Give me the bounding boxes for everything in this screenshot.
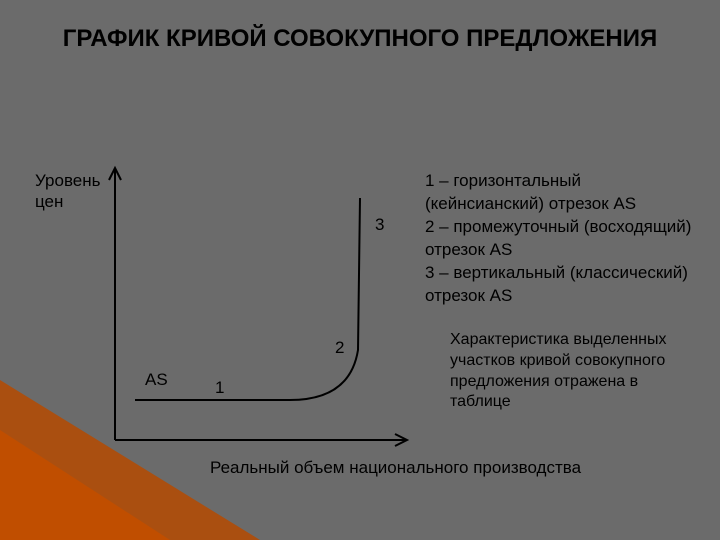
description-text: Характеристика выделенных участков криво… [450,330,690,413]
legend-text: 1 – горизонтальный (кейнсианский) отрезо… [425,170,695,308]
chart-svg [0,150,420,490]
segment-label-3: 3 [375,215,384,235]
x-axis-label: Реальный объем национального производств… [210,458,581,478]
slide-title: ГРАФИК КРИВОЙ СОВОКУПНОГО ПРЕДЛОЖЕНИЯ [20,25,700,53]
segment-label-1: 1 [215,378,224,398]
curve-label-as: AS [145,370,168,390]
segment-label-2: 2 [335,338,344,358]
slide-container: ГРАФИК КРИВОЙ СОВОКУПНОГО ПРЕДЛОЖЕНИЯ Ур… [0,0,720,540]
